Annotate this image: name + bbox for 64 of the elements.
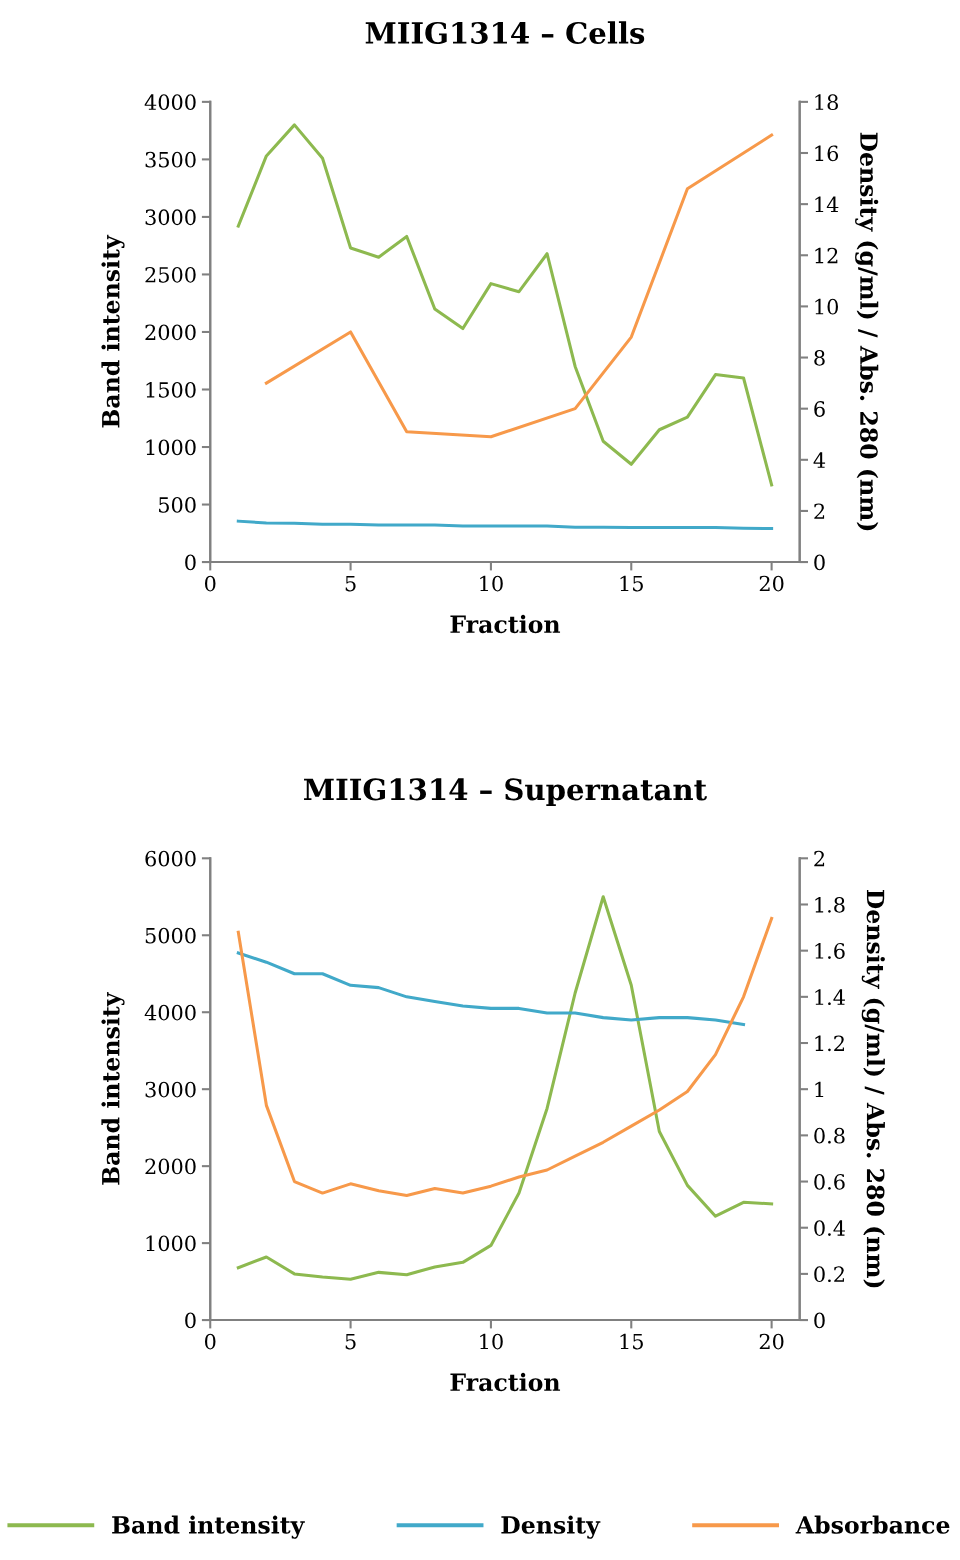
x-tick-label: 20 bbox=[759, 1333, 784, 1350]
x-tick-label: 5 bbox=[345, 575, 356, 592]
y2-tick-label: 0.8 bbox=[814, 1127, 845, 1144]
line-series bbox=[236, 951, 746, 1027]
y2-tick-label: 0.6 bbox=[814, 1174, 845, 1190]
x-tick-label: 15 bbox=[620, 1333, 643, 1350]
y2-tick-label: 1.2 bbox=[815, 1035, 844, 1052]
y-tick-label: 6000 bbox=[145, 850, 196, 867]
x-tick-label: 10 bbox=[480, 1333, 503, 1350]
y-tick-label: 5000 bbox=[145, 927, 196, 944]
y-tick-label: 1500 bbox=[146, 381, 196, 398]
y2-tick-label: 2 bbox=[814, 850, 825, 867]
x-axis-title: Fraction bbox=[450, 1372, 561, 1392]
y2-tick-label: 1.6 bbox=[815, 943, 845, 959]
line-series bbox=[264, 133, 774, 439]
line-series bbox=[236, 519, 774, 531]
x-tick-label: 0 bbox=[204, 575, 216, 592]
line-series bbox=[236, 895, 774, 1281]
y2-axis-title: Density (g/ml) / Abs. 280 (nm) bbox=[861, 889, 885, 1288]
y2-tick-label: 14 bbox=[815, 196, 839, 213]
y-tick-label: 1000 bbox=[146, 439, 196, 456]
y2-tick-label: 1 bbox=[815, 1081, 824, 1098]
legend-label: Density bbox=[501, 1515, 601, 1539]
y2-axis-title: Density (g/ml) / Abs. 280 (nm) bbox=[855, 132, 879, 531]
y2-tick-label: 6 bbox=[814, 401, 825, 417]
y-tick-label: 0 bbox=[185, 1312, 196, 1329]
x-tick-label: 10 bbox=[480, 575, 503, 592]
legend-label: Band intensity bbox=[112, 1515, 305, 1539]
y-tick-label: 500 bbox=[159, 497, 196, 513]
legend-label: Absorbance bbox=[795, 1515, 950, 1534]
x-tick-label: 0 bbox=[204, 1333, 216, 1350]
y2-tick-label: 18 bbox=[815, 94, 838, 111]
y2-tick-label: 0 bbox=[814, 1312, 825, 1329]
y-tick-label: 0 bbox=[185, 554, 196, 571]
y-tick-label: 2000 bbox=[145, 1158, 196, 1175]
y2-tick-label: 2 bbox=[814, 503, 825, 519]
y2-tick-label: 4 bbox=[813, 452, 826, 468]
x-tick-label: 15 bbox=[620, 575, 643, 592]
chart-title: MIIG1314 – Cells bbox=[365, 21, 645, 44]
y-tick-label: 4000 bbox=[144, 94, 196, 111]
y-tick-label: 2000 bbox=[145, 324, 196, 341]
y-axis-title: Band intensity bbox=[101, 991, 125, 1185]
line-series bbox=[236, 123, 774, 487]
y-tick-label: 1000 bbox=[146, 1235, 196, 1252]
x-tick-label: 20 bbox=[759, 575, 784, 592]
y2-tick-label: 0 bbox=[814, 554, 825, 571]
y-tick-label: 3000 bbox=[145, 209, 196, 226]
y2-tick-label: 10 bbox=[815, 298, 838, 315]
x-axis-title: Fraction bbox=[450, 614, 561, 634]
line-series bbox=[236, 916, 774, 1197]
y2-tick-label: 8 bbox=[814, 349, 825, 366]
y2-tick-label: 16 bbox=[815, 145, 839, 162]
y-tick-label: 3500 bbox=[145, 151, 196, 168]
y2-tick-label: 0.2 bbox=[814, 1266, 844, 1283]
chart-title: MIIG1314 – Supernatant bbox=[304, 778, 707, 807]
y-tick-label: 2500 bbox=[145, 266, 196, 283]
y2-tick-label: 1.8 bbox=[815, 896, 845, 913]
y-axis-title: Band intensity bbox=[101, 234, 125, 428]
y-tick-label: 4000 bbox=[144, 1004, 196, 1021]
y2-tick-label: 0.4 bbox=[814, 1220, 845, 1236]
y2-tick-label: 12 bbox=[815, 247, 838, 264]
y-tick-label: 3000 bbox=[145, 1081, 196, 1098]
y2-tick-label: 1.4 bbox=[815, 989, 845, 1006]
x-tick-label: 5 bbox=[345, 1333, 356, 1350]
